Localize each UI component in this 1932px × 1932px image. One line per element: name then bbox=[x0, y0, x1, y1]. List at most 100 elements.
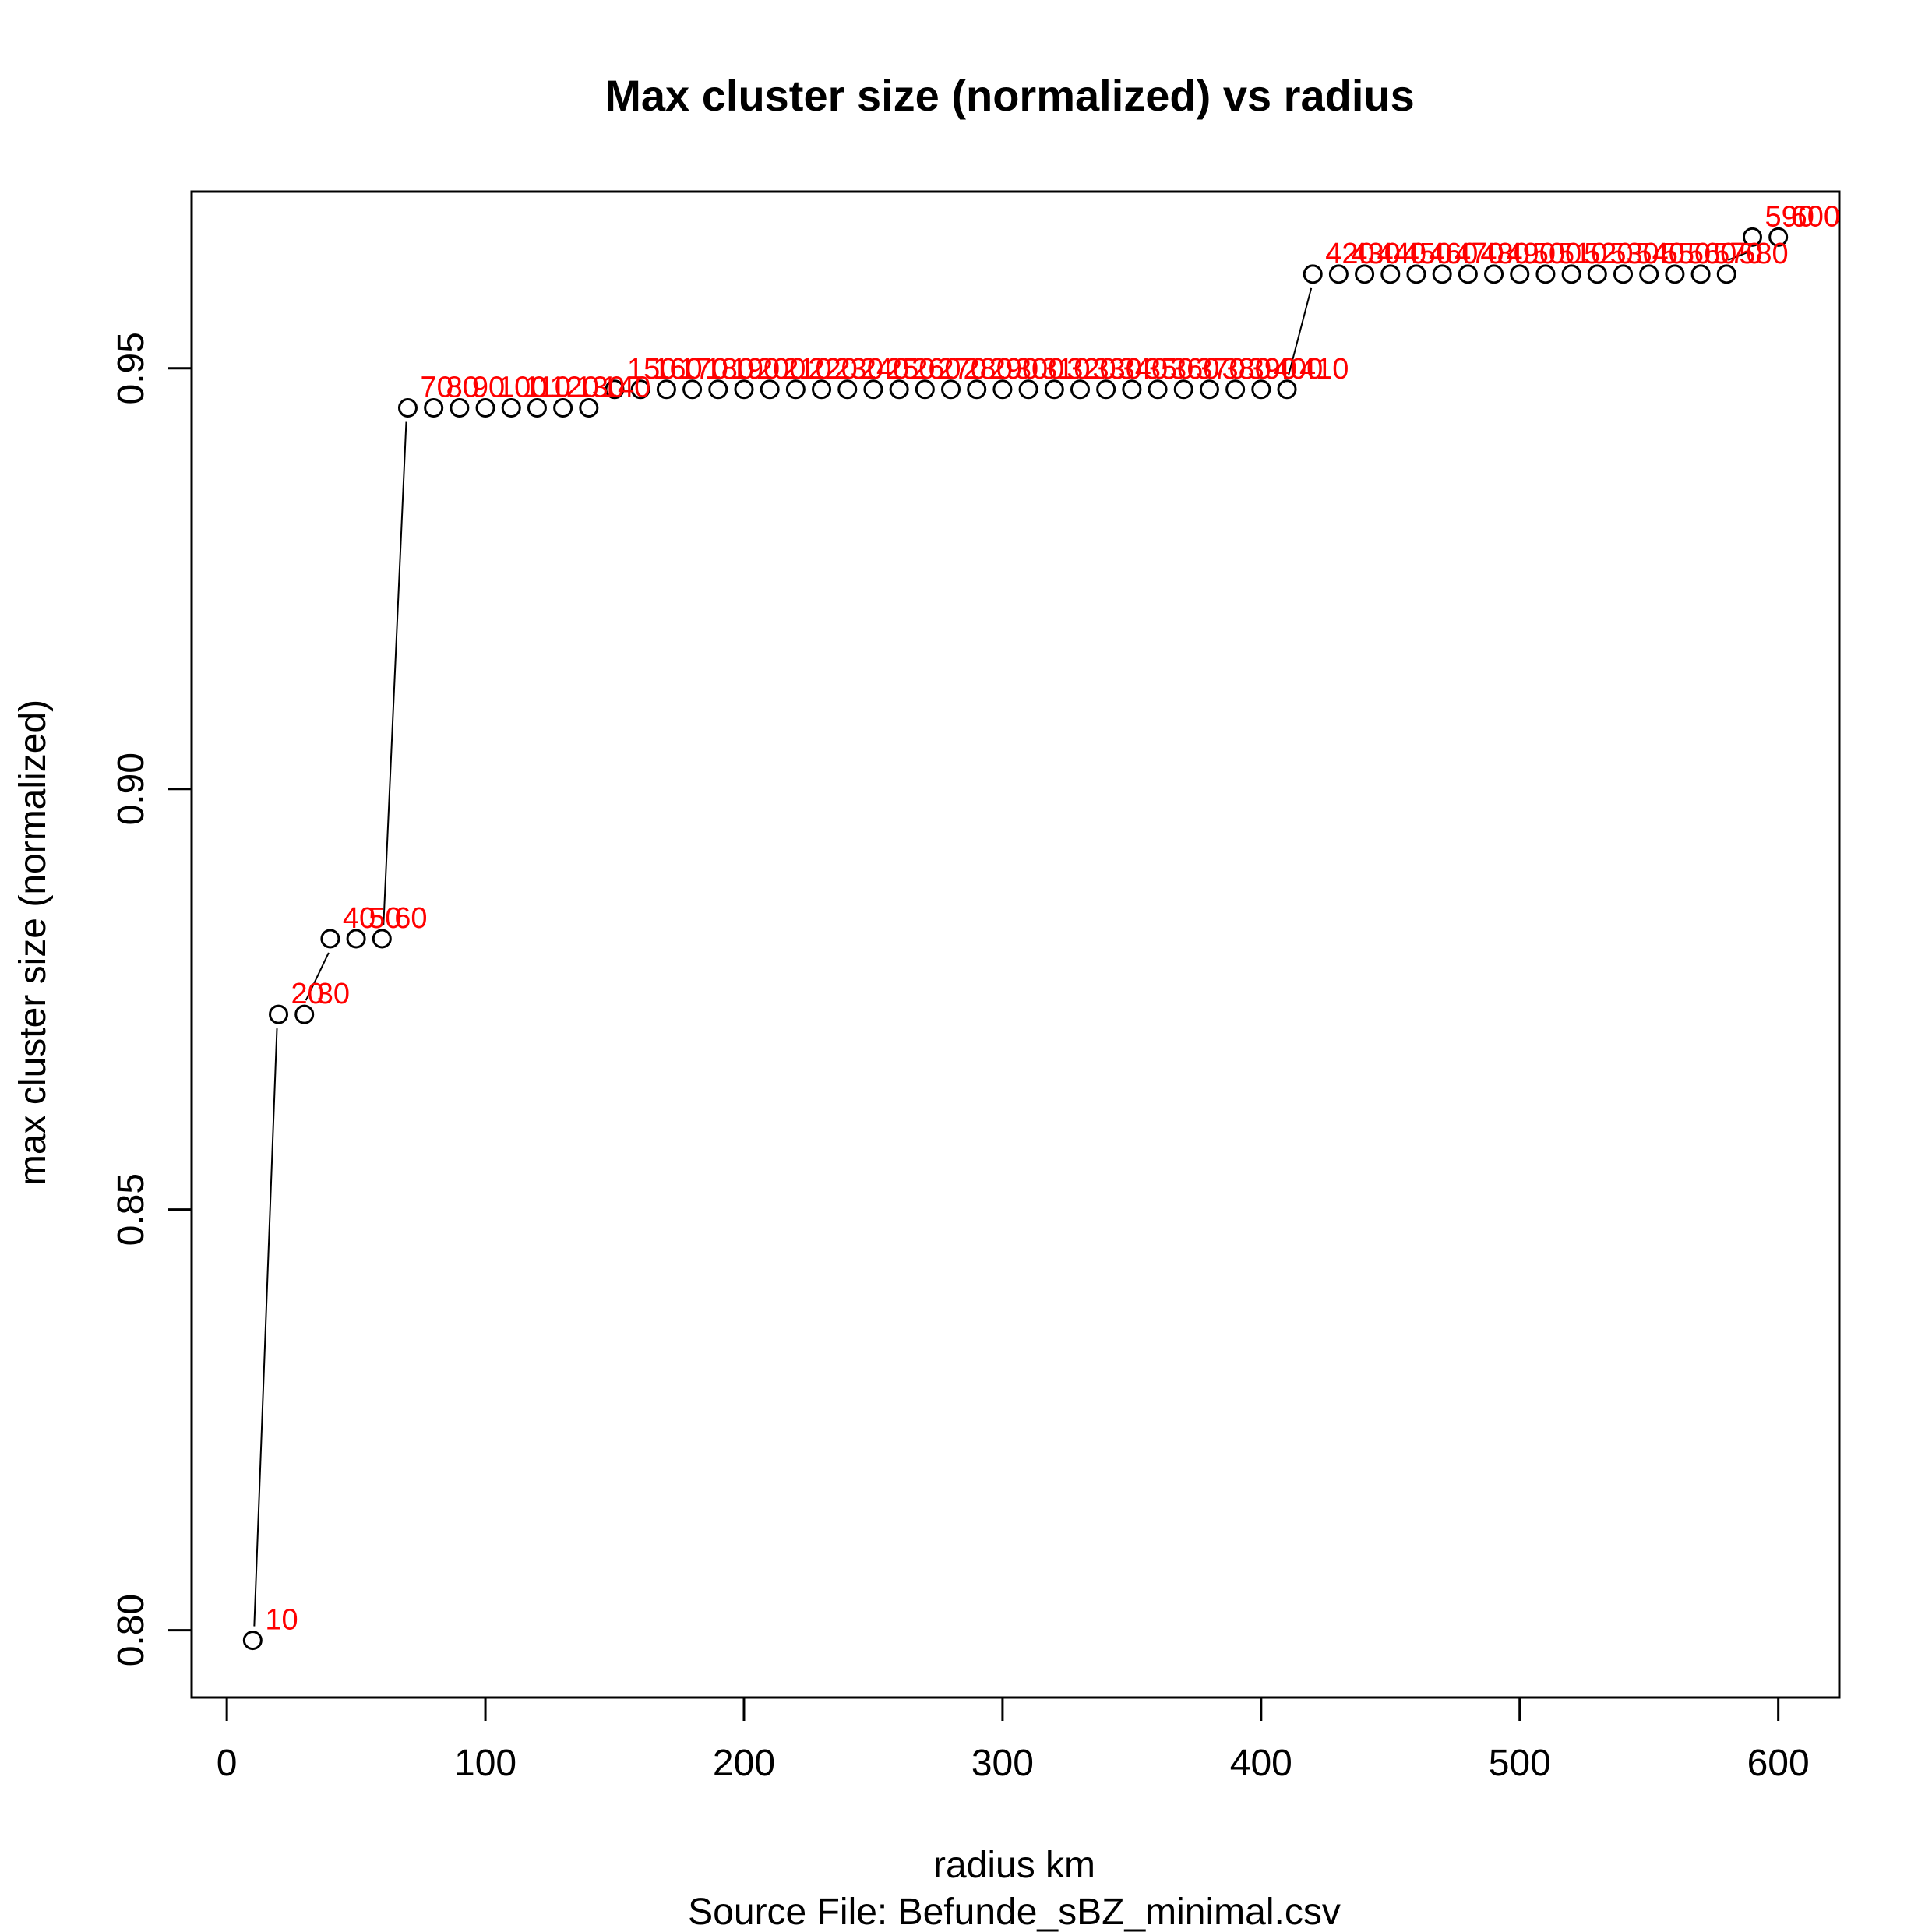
data-point-label: 60 bbox=[394, 902, 427, 935]
source-file-subtitle: Source File: Befunde_sBZ_minimal.csv bbox=[688, 1891, 1341, 1932]
data-point bbox=[708, 379, 728, 400]
leader-lines bbox=[253, 250, 1751, 1627]
data-point-label: 390 bbox=[1248, 353, 1297, 386]
data-point-label: 510 bbox=[1558, 238, 1607, 270]
data-point-label: 50 bbox=[368, 902, 401, 935]
data-point-label: 440 bbox=[1377, 238, 1426, 270]
data-point-label: 150 bbox=[627, 353, 676, 386]
data-point bbox=[967, 379, 987, 400]
x-tick-label: 300 bbox=[971, 1743, 1034, 1784]
data-point bbox=[320, 929, 340, 949]
data-point-label: 340 bbox=[1119, 353, 1168, 386]
leader-line bbox=[383, 421, 407, 925]
data-point bbox=[785, 379, 806, 400]
x-axis: 0 100 200 300 400 500 600 bbox=[217, 1696, 1810, 1784]
data-point-labels: 1020304050607080901001101201301401501601… bbox=[265, 200, 1840, 1636]
data-point bbox=[1148, 379, 1168, 400]
data-point-label: 190 bbox=[731, 353, 780, 386]
data-point-label: 520 bbox=[1584, 238, 1633, 270]
data-point bbox=[1587, 264, 1607, 284]
data-point bbox=[1070, 379, 1090, 400]
data-point-label: 290 bbox=[989, 353, 1038, 386]
data-point bbox=[372, 929, 392, 949]
data-point-label: 550 bbox=[1662, 238, 1711, 270]
data-point bbox=[1096, 379, 1116, 400]
x-tick-label: 0 bbox=[217, 1743, 238, 1784]
data-point bbox=[682, 379, 703, 400]
data-point bbox=[1018, 379, 1038, 400]
data-point bbox=[242, 1631, 263, 1651]
data-point-label: 200 bbox=[756, 353, 806, 386]
data-point-label: 80 bbox=[446, 372, 479, 404]
data-point-label: 450 bbox=[1403, 238, 1452, 270]
data-point bbox=[1199, 379, 1219, 400]
data-point-label: 410 bbox=[1299, 353, 1349, 386]
y-axis-label: max cluster size (normalized) bbox=[12, 700, 54, 1186]
data-point bbox=[475, 398, 495, 418]
data-point bbox=[553, 398, 573, 418]
data-point bbox=[1277, 379, 1297, 400]
data-point bbox=[501, 398, 521, 418]
y-tick-label: 0.95 bbox=[111, 332, 152, 404]
data-point bbox=[1535, 264, 1556, 284]
data-point bbox=[1225, 379, 1246, 400]
data-point bbox=[1639, 264, 1659, 284]
data-point bbox=[1510, 264, 1530, 284]
leader-line bbox=[1288, 287, 1313, 376]
data-point bbox=[605, 379, 625, 400]
data-point-label: 500 bbox=[1532, 238, 1581, 270]
data-point bbox=[1484, 264, 1504, 284]
data-point bbox=[863, 379, 883, 400]
data-point-label: 20 bbox=[291, 978, 324, 1010]
data-point-label: 310 bbox=[1041, 353, 1090, 386]
data-point bbox=[734, 379, 754, 400]
data-point bbox=[1303, 264, 1323, 284]
data-point-label: 460 bbox=[1429, 238, 1478, 270]
data-point-label: 230 bbox=[834, 353, 883, 386]
x-tick-label: 100 bbox=[454, 1743, 516, 1784]
data-point-label: 580 bbox=[1739, 238, 1788, 270]
data-point bbox=[579, 398, 599, 418]
y-tick-label: 0.80 bbox=[111, 1594, 152, 1666]
data-point bbox=[1613, 264, 1634, 284]
data-point-label: 330 bbox=[1092, 353, 1141, 386]
data-point-label: 480 bbox=[1480, 238, 1529, 270]
data-point-label: 140 bbox=[601, 372, 650, 404]
y-axis: 0.80 0.85 0.90 0.95 bbox=[111, 332, 192, 1666]
data-point bbox=[450, 398, 470, 418]
data-point-label: 370 bbox=[1196, 353, 1245, 386]
data-point bbox=[1716, 264, 1736, 284]
data-point bbox=[294, 1004, 315, 1024]
data-point-label: 220 bbox=[808, 353, 857, 386]
data-point-label: 380 bbox=[1222, 353, 1271, 386]
data-point-label: 420 bbox=[1325, 238, 1374, 270]
x-tick-label: 200 bbox=[713, 1743, 775, 1784]
data-points bbox=[242, 227, 1789, 1651]
data-point-label: 120 bbox=[549, 372, 598, 404]
data-point bbox=[1458, 264, 1478, 284]
data-point-label: 70 bbox=[420, 372, 453, 404]
y-tick-label: 0.90 bbox=[111, 753, 152, 825]
data-point-label: 600 bbox=[1791, 200, 1840, 233]
data-point bbox=[424, 398, 444, 418]
data-point-label: 160 bbox=[653, 353, 702, 386]
data-point-label: 260 bbox=[911, 353, 961, 386]
data-point bbox=[1561, 264, 1581, 284]
data-point bbox=[1044, 379, 1064, 400]
data-point-label: 400 bbox=[1274, 353, 1323, 386]
data-point-label: 250 bbox=[886, 353, 935, 386]
x-tick-label: 400 bbox=[1230, 1743, 1292, 1784]
data-point bbox=[630, 379, 650, 400]
data-point-label: 270 bbox=[937, 353, 986, 386]
data-point bbox=[656, 379, 676, 400]
data-point bbox=[1768, 227, 1789, 247]
data-point-label: 530 bbox=[1609, 238, 1659, 270]
data-point-label: 490 bbox=[1507, 238, 1556, 270]
data-point bbox=[915, 379, 935, 400]
data-point bbox=[1251, 379, 1271, 400]
plot-frame bbox=[190, 190, 1841, 1699]
data-point bbox=[1122, 379, 1142, 400]
data-point-label: 110 bbox=[524, 372, 571, 404]
leader-line bbox=[1727, 250, 1751, 261]
